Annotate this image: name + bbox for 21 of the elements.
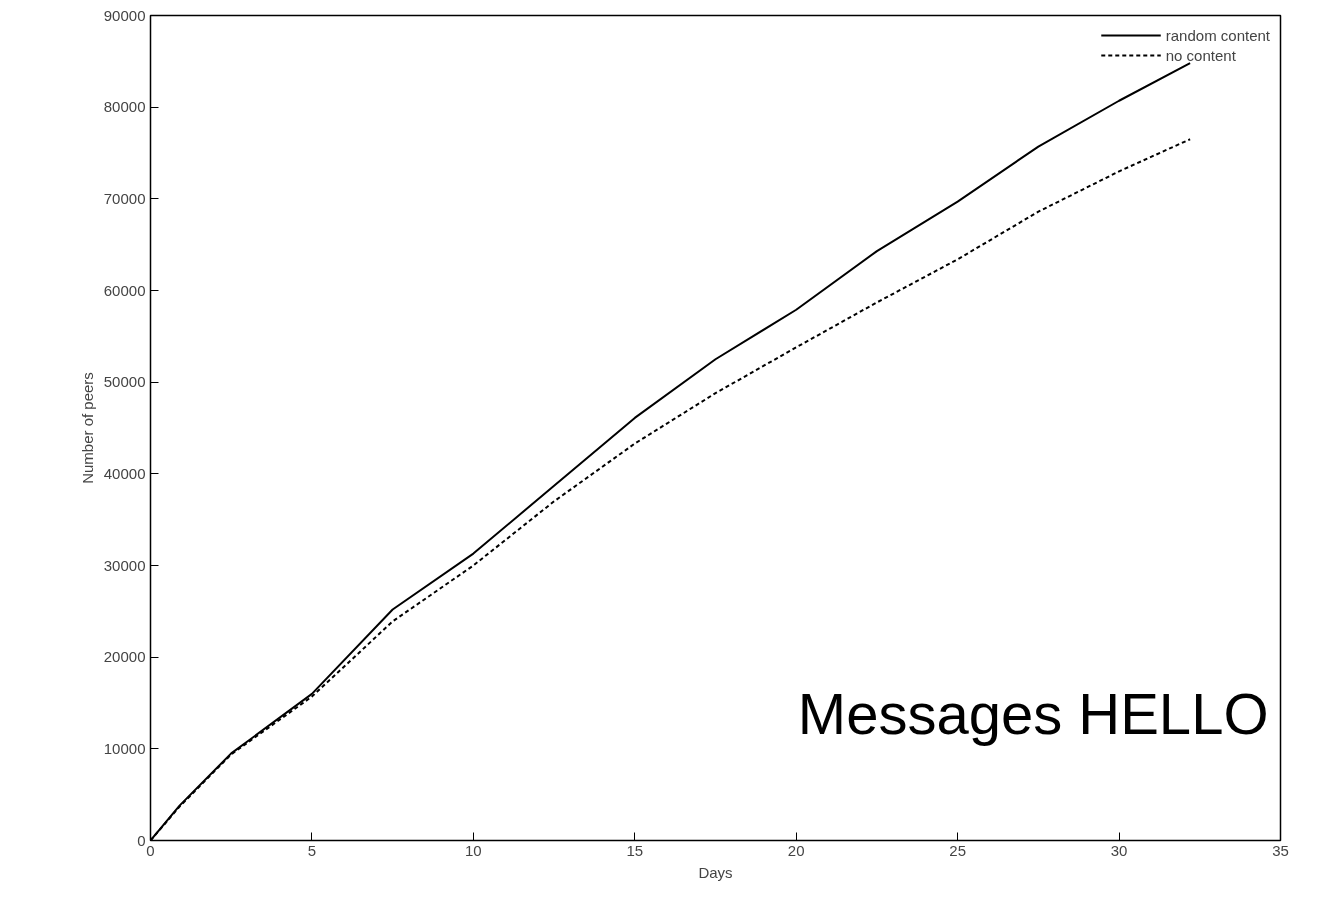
y-tick-label: 10000 — [103, 739, 146, 757]
y-tick-label: 40000 — [103, 464, 146, 482]
legend-label: random content — [1165, 26, 1270, 44]
y-tick-label: 30000 — [103, 556, 146, 574]
annotation: Messages HELLO — [797, 680, 1269, 746]
x-tick-label: 25 — [949, 841, 966, 859]
x-tick-label: 10 — [465, 841, 482, 859]
x-axis-title: Days — [698, 863, 733, 881]
x-tick-label: 5 — [307, 841, 317, 859]
x-tick-label: 35 — [1272, 841, 1289, 859]
y-tick-label: 20000 — [103, 648, 146, 666]
y-axis-title: Number of peers — [78, 372, 96, 484]
y-tick-label: 80000 — [103, 98, 146, 116]
x-tick-label: 30 — [1110, 841, 1128, 859]
y-tick-label: 60000 — [103, 281, 146, 299]
y-tick-label: 50000 — [103, 373, 146, 391]
x-tick-label: 20 — [787, 841, 805, 859]
y-tick-label: 70000 — [103, 189, 146, 207]
legend-label: no content — [1165, 46, 1236, 64]
y-tick-label: 90000 — [103, 6, 146, 24]
x-tick-label: 15 — [626, 841, 644, 859]
